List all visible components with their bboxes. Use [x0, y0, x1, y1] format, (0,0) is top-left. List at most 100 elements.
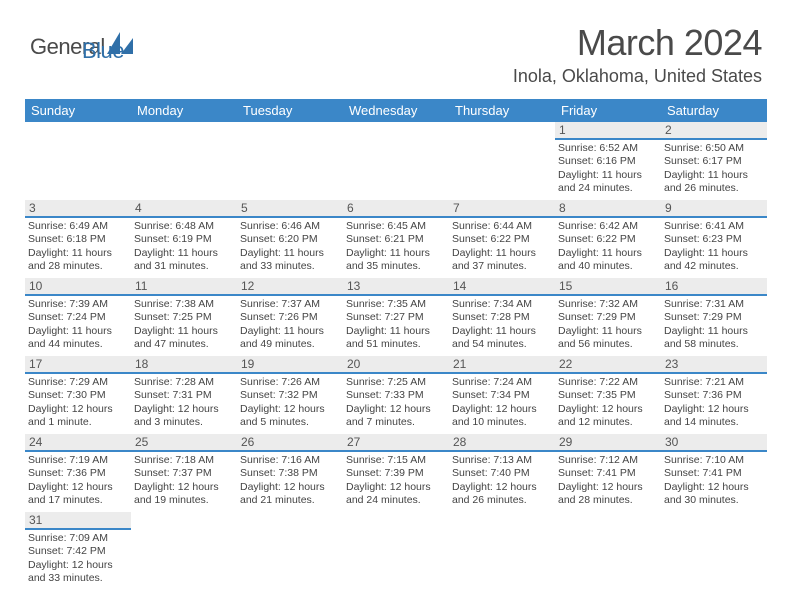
day-number: 9: [661, 200, 767, 218]
weekday-header: Monday: [131, 99, 237, 122]
day-cell: 7Sunrise: 6:44 AMSunset: 6:22 PMDaylight…: [449, 200, 555, 278]
calendar-header-row: SundayMondayTuesdayWednesdayThursdayFrid…: [25, 99, 767, 122]
day-number: 25: [131, 434, 237, 452]
day-info: Sunrise: 7:34 AMSunset: 7:28 PMDaylight:…: [449, 296, 555, 354]
day-number: 23: [661, 356, 767, 374]
day-info: Sunrise: 7:28 AMSunset: 7:31 PMDaylight:…: [131, 374, 237, 432]
day-cell: [343, 512, 449, 590]
weekday-header: Tuesday: [237, 99, 343, 122]
title-block: March 2024 Inola, Oklahoma, United State…: [513, 22, 762, 87]
day-info: Sunrise: 7:19 AMSunset: 7:36 PMDaylight:…: [25, 452, 131, 510]
day-number: 20: [343, 356, 449, 374]
weekday-header: Thursday: [449, 99, 555, 122]
day-info: Sunrise: 6:48 AMSunset: 6:19 PMDaylight:…: [131, 218, 237, 276]
day-cell: 8Sunrise: 6:42 AMSunset: 6:22 PMDaylight…: [555, 200, 661, 278]
table-row: 10Sunrise: 7:39 AMSunset: 7:24 PMDayligh…: [25, 278, 767, 356]
day-cell: [343, 122, 449, 200]
day-cell: 18Sunrise: 7:28 AMSunset: 7:31 PMDayligh…: [131, 356, 237, 434]
day-cell: 14Sunrise: 7:34 AMSunset: 7:28 PMDayligh…: [449, 278, 555, 356]
day-number: 11: [131, 278, 237, 296]
day-cell: 16Sunrise: 7:31 AMSunset: 7:29 PMDayligh…: [661, 278, 767, 356]
day-cell: 31Sunrise: 7:09 AMSunset: 7:42 PMDayligh…: [25, 512, 131, 590]
day-info: Sunrise: 7:25 AMSunset: 7:33 PMDaylight:…: [343, 374, 449, 432]
day-number: 3: [25, 200, 131, 218]
table-row: 1Sunrise: 6:52 AMSunset: 6:16 PMDaylight…: [25, 122, 767, 200]
day-number: 1: [555, 122, 661, 140]
day-cell: 19Sunrise: 7:26 AMSunset: 7:32 PMDayligh…: [237, 356, 343, 434]
month-title: March 2024: [513, 22, 762, 64]
day-number: 14: [449, 278, 555, 296]
day-number: 12: [237, 278, 343, 296]
day-number: 7: [449, 200, 555, 218]
day-number: 28: [449, 434, 555, 452]
day-cell: [555, 512, 661, 590]
table-row: 24Sunrise: 7:19 AMSunset: 7:36 PMDayligh…: [25, 434, 767, 512]
day-cell: 21Sunrise: 7:24 AMSunset: 7:34 PMDayligh…: [449, 356, 555, 434]
day-cell: 15Sunrise: 7:32 AMSunset: 7:29 PMDayligh…: [555, 278, 661, 356]
day-cell: 2Sunrise: 6:50 AMSunset: 6:17 PMDaylight…: [661, 122, 767, 200]
weekday-header: Friday: [555, 99, 661, 122]
day-number: 17: [25, 356, 131, 374]
day-info: Sunrise: 6:44 AMSunset: 6:22 PMDaylight:…: [449, 218, 555, 276]
day-number: 27: [343, 434, 449, 452]
day-info: Sunrise: 7:22 AMSunset: 7:35 PMDaylight:…: [555, 374, 661, 432]
day-number: 18: [131, 356, 237, 374]
day-cell: 13Sunrise: 7:35 AMSunset: 7:27 PMDayligh…: [343, 278, 449, 356]
day-number: 2: [661, 122, 767, 140]
day-number: 26: [237, 434, 343, 452]
weekday-header: Sunday: [25, 99, 131, 122]
day-cell: 20Sunrise: 7:25 AMSunset: 7:33 PMDayligh…: [343, 356, 449, 434]
day-info: Sunrise: 6:45 AMSunset: 6:21 PMDaylight:…: [343, 218, 449, 276]
table-row: 31Sunrise: 7:09 AMSunset: 7:42 PMDayligh…: [25, 512, 767, 590]
day-number: 6: [343, 200, 449, 218]
day-info: Sunrise: 6:41 AMSunset: 6:23 PMDaylight:…: [661, 218, 767, 276]
calendar-body: 1Sunrise: 6:52 AMSunset: 6:16 PMDaylight…: [25, 122, 767, 590]
day-info: Sunrise: 7:38 AMSunset: 7:25 PMDaylight:…: [131, 296, 237, 354]
day-cell: 10Sunrise: 7:39 AMSunset: 7:24 PMDayligh…: [25, 278, 131, 356]
day-info: Sunrise: 7:10 AMSunset: 7:41 PMDaylight:…: [661, 452, 767, 510]
logo-blue-wrap: Blue: [30, 56, 124, 82]
day-number: 30: [661, 434, 767, 452]
day-cell: 23Sunrise: 7:21 AMSunset: 7:36 PMDayligh…: [661, 356, 767, 434]
day-cell: [25, 122, 131, 200]
day-info: Sunrise: 7:13 AMSunset: 7:40 PMDaylight:…: [449, 452, 555, 510]
day-cell: 17Sunrise: 7:29 AMSunset: 7:30 PMDayligh…: [25, 356, 131, 434]
day-info: Sunrise: 7:18 AMSunset: 7:37 PMDaylight:…: [131, 452, 237, 510]
calendar-table: SundayMondayTuesdayWednesdayThursdayFrid…: [25, 99, 767, 590]
day-number: 22: [555, 356, 661, 374]
day-number: 21: [449, 356, 555, 374]
day-info: Sunrise: 6:52 AMSunset: 6:16 PMDaylight:…: [555, 140, 661, 198]
day-info: Sunrise: 6:46 AMSunset: 6:20 PMDaylight:…: [237, 218, 343, 276]
day-info: Sunrise: 7:12 AMSunset: 7:41 PMDaylight:…: [555, 452, 661, 510]
day-info: Sunrise: 7:21 AMSunset: 7:36 PMDaylight:…: [661, 374, 767, 432]
day-cell: 6Sunrise: 6:45 AMSunset: 6:21 PMDaylight…: [343, 200, 449, 278]
day-info: Sunrise: 7:24 AMSunset: 7:34 PMDaylight:…: [449, 374, 555, 432]
day-cell: 25Sunrise: 7:18 AMSunset: 7:37 PMDayligh…: [131, 434, 237, 512]
day-cell: 11Sunrise: 7:38 AMSunset: 7:25 PMDayligh…: [131, 278, 237, 356]
day-number: 24: [25, 434, 131, 452]
table-row: 3Sunrise: 6:49 AMSunset: 6:18 PMDaylight…: [25, 200, 767, 278]
day-cell: 27Sunrise: 7:15 AMSunset: 7:39 PMDayligh…: [343, 434, 449, 512]
day-cell: [449, 512, 555, 590]
day-cell: 29Sunrise: 7:12 AMSunset: 7:41 PMDayligh…: [555, 434, 661, 512]
day-cell: 5Sunrise: 6:46 AMSunset: 6:20 PMDaylight…: [237, 200, 343, 278]
day-info: Sunrise: 7:15 AMSunset: 7:39 PMDaylight:…: [343, 452, 449, 510]
day-info: Sunrise: 6:50 AMSunset: 6:17 PMDaylight:…: [661, 140, 767, 198]
day-info: Sunrise: 7:37 AMSunset: 7:26 PMDaylight:…: [237, 296, 343, 354]
day-cell: [131, 122, 237, 200]
day-number: 8: [555, 200, 661, 218]
day-cell: [661, 512, 767, 590]
day-number: 5: [237, 200, 343, 218]
day-cell: 26Sunrise: 7:16 AMSunset: 7:38 PMDayligh…: [237, 434, 343, 512]
day-cell: [449, 122, 555, 200]
day-info: Sunrise: 7:39 AMSunset: 7:24 PMDaylight:…: [25, 296, 131, 354]
day-info: Sunrise: 7:16 AMSunset: 7:38 PMDaylight:…: [237, 452, 343, 510]
day-cell: 4Sunrise: 6:48 AMSunset: 6:19 PMDaylight…: [131, 200, 237, 278]
day-cell: 24Sunrise: 7:19 AMSunset: 7:36 PMDayligh…: [25, 434, 131, 512]
day-number: 31: [25, 512, 131, 530]
day-info: Sunrise: 6:42 AMSunset: 6:22 PMDaylight:…: [555, 218, 661, 276]
day-number: 10: [25, 278, 131, 296]
day-cell: [237, 512, 343, 590]
day-number: 19: [237, 356, 343, 374]
day-info: Sunrise: 7:32 AMSunset: 7:29 PMDaylight:…: [555, 296, 661, 354]
